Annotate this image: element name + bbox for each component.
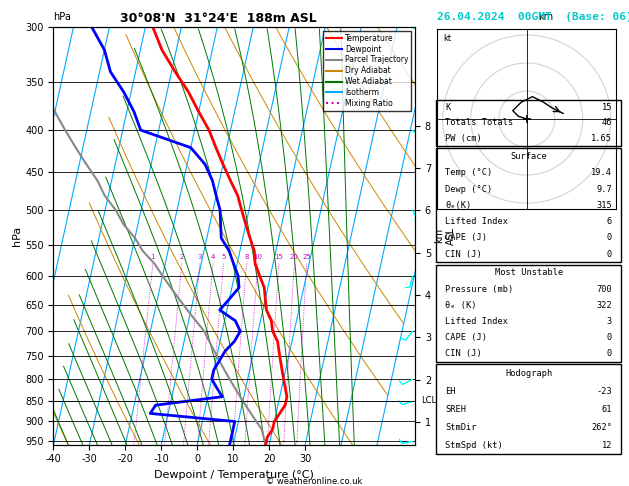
Text: CIN (J): CIN (J) — [445, 250, 482, 259]
Text: 1: 1 — [150, 254, 155, 260]
Text: 30°08'N  31°24'E  188m ASL: 30°08'N 31°24'E 188m ASL — [120, 12, 316, 25]
Text: 0: 0 — [607, 333, 612, 342]
Text: © weatheronline.co.uk: © weatheronline.co.uk — [266, 477, 363, 486]
Text: 61: 61 — [602, 405, 612, 414]
Text: Lifted Index: Lifted Index — [445, 317, 508, 326]
Text: LCL: LCL — [421, 397, 436, 405]
Text: 0: 0 — [607, 250, 612, 259]
Y-axis label: km
ASL: km ASL — [434, 226, 455, 245]
Y-axis label: hPa: hPa — [13, 226, 23, 246]
Text: Pressure (mb): Pressure (mb) — [445, 285, 513, 294]
Text: 4: 4 — [211, 254, 215, 260]
Text: 0: 0 — [607, 349, 612, 359]
Text: 46: 46 — [602, 118, 612, 127]
X-axis label: Dewpoint / Temperature (°C): Dewpoint / Temperature (°C) — [154, 470, 314, 480]
Text: 1.65: 1.65 — [591, 134, 612, 142]
Text: 322: 322 — [596, 301, 612, 310]
Text: 12: 12 — [602, 441, 612, 450]
Text: 6: 6 — [607, 217, 612, 226]
Text: 19.4: 19.4 — [591, 168, 612, 177]
Text: Lifted Index: Lifted Index — [445, 217, 508, 226]
Text: 3: 3 — [607, 317, 612, 326]
Text: Surface: Surface — [510, 152, 547, 161]
Text: 315: 315 — [596, 201, 612, 210]
Text: PW (cm): PW (cm) — [445, 134, 482, 142]
Legend: Temperature, Dewpoint, Parcel Trajectory, Dry Adiabat, Wet Adiabat, Isotherm, Mi: Temperature, Dewpoint, Parcel Trajectory… — [323, 31, 411, 111]
Text: StmSpd (kt): StmSpd (kt) — [445, 441, 503, 450]
Text: Totals Totals: Totals Totals — [445, 118, 513, 127]
Text: 15: 15 — [274, 254, 283, 260]
Text: kt: kt — [443, 34, 451, 43]
Text: 20: 20 — [290, 254, 299, 260]
Text: km: km — [538, 12, 554, 22]
Text: Hodograph: Hodograph — [505, 369, 552, 378]
Text: 5: 5 — [221, 254, 226, 260]
Text: K: K — [445, 103, 450, 112]
Text: 0: 0 — [607, 233, 612, 243]
Text: Temp (°C): Temp (°C) — [445, 168, 493, 177]
Text: 9.7: 9.7 — [596, 185, 612, 193]
Text: CAPE (J): CAPE (J) — [445, 333, 487, 342]
Text: SREH: SREH — [445, 405, 466, 414]
Text: 2: 2 — [180, 254, 184, 260]
Text: -23: -23 — [596, 387, 612, 396]
Text: Dewp (°C): Dewp (°C) — [445, 185, 493, 193]
Text: 15: 15 — [602, 103, 612, 112]
Text: 3: 3 — [198, 254, 202, 260]
Text: 262°: 262° — [591, 423, 612, 432]
Text: StmDir: StmDir — [445, 423, 477, 432]
Text: θₑ(K): θₑ(K) — [445, 201, 471, 210]
Text: 10: 10 — [253, 254, 262, 260]
Text: θₑ (K): θₑ (K) — [445, 301, 477, 310]
Text: 8: 8 — [244, 254, 248, 260]
Text: CAPE (J): CAPE (J) — [445, 233, 487, 243]
Text: 700: 700 — [596, 285, 612, 294]
Text: 26.04.2024  00GMT  (Base: 06): 26.04.2024 00GMT (Base: 06) — [437, 12, 629, 22]
Text: 25: 25 — [303, 254, 311, 260]
Text: hPa: hPa — [53, 12, 71, 22]
Text: CIN (J): CIN (J) — [445, 349, 482, 359]
Text: EH: EH — [445, 387, 455, 396]
Text: Most Unstable: Most Unstable — [494, 268, 563, 278]
